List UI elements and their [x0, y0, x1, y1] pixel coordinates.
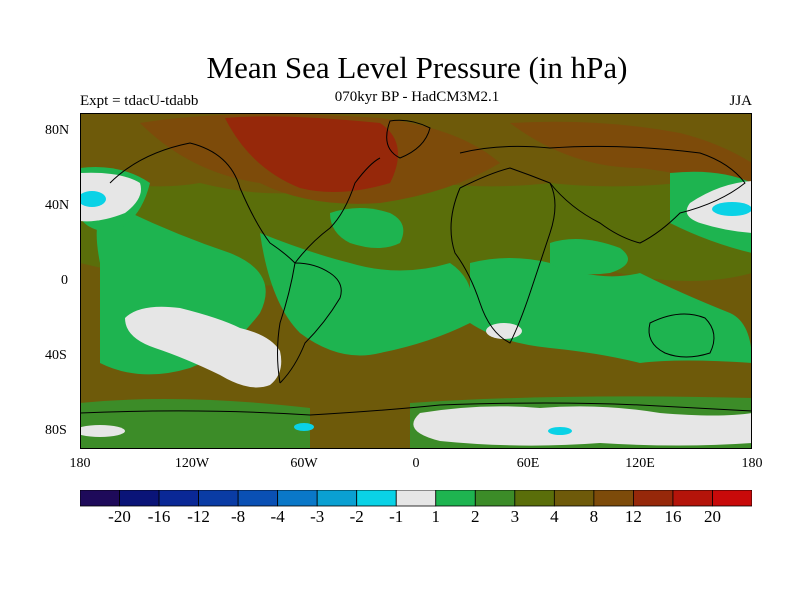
colorbar-label-15: 20 [703, 507, 721, 526]
map-border [80, 113, 752, 449]
lat-label-40s: 40S [45, 348, 67, 363]
australia-coast [648, 313, 715, 358]
north-pacific-cyan-east [712, 202, 752, 216]
colorbar-swatch-2 [158, 490, 199, 507]
colorbar-label-7: -1 [389, 507, 404, 526]
colorbar-swatch-9 [435, 490, 476, 507]
colorbar-swatch-5 [277, 490, 318, 507]
weddell-cyan-spot [294, 423, 314, 431]
colorbar-swatch-12 [553, 490, 595, 507]
colorbar-label-11: 4 [550, 507, 559, 526]
chart-title: Mean Sea Level Pressure (in hPa) [206, 50, 628, 85]
north-america-coast [109, 142, 296, 264]
colorbar-label-13: 12 [624, 507, 642, 526]
madagascar-white-spot [486, 323, 522, 339]
colorbar-label-2: -12 [187, 507, 210, 526]
lon-label-180w: 180 [69, 456, 91, 471]
eurasia-coast [459, 145, 746, 244]
colorbar-label-5: -3 [310, 507, 325, 526]
lon-label-60w: 60W [290, 456, 318, 471]
season-label: JJA [729, 93, 752, 109]
ross-white-spot [80, 425, 125, 437]
colorbar-label-12: 8 [589, 507, 599, 526]
colorbar-label-6: -2 [349, 507, 364, 526]
colorbar-label-0: -20 [108, 507, 131, 526]
greenland-high-region [225, 116, 398, 192]
lon-label-180e: 180 [741, 456, 763, 471]
colorbar-swatch-7 [356, 490, 397, 507]
lon-label-0: 0 [412, 456, 420, 471]
siberia-brown-region [510, 121, 752, 188]
lat-label-0: 0 [61, 273, 68, 288]
south-atlantic-green [260, 233, 473, 356]
colorbar-swatch-15 [672, 490, 713, 507]
north-atlantic-green [330, 208, 404, 248]
south-pacific-white-region [125, 306, 282, 388]
indian-ocean-green [470, 258, 752, 363]
colorbar-swatch-4 [237, 490, 279, 507]
colorbar-label-9: 2 [471, 507, 480, 526]
antarctica-coast [80, 402, 752, 416]
colorbar-swatch-0 [80, 490, 120, 507]
antarctic-white-region [413, 406, 752, 446]
colorbar-swatch-1 [119, 490, 160, 507]
ross-sea-green [80, 399, 310, 449]
colorbar-label-3: -8 [231, 507, 246, 526]
lat-label-80n: 80N [45, 123, 70, 138]
colorbar-swatch-10 [474, 490, 516, 507]
north-pacific-white-west [80, 172, 141, 222]
colorbar-label-4: -4 [270, 507, 285, 526]
colorbar-label-10: 3 [510, 507, 520, 526]
north-america-east-coast [294, 157, 381, 264]
colorbar-swatch-13 [593, 490, 634, 507]
colorbar-label-1: -16 [147, 507, 171, 526]
africa-coast [450, 167, 556, 344]
colorbar-swatch-14 [633, 490, 674, 507]
greenland-coast [386, 119, 431, 159]
south-america-west-coast [277, 262, 296, 384]
experiment-label: Expt = tdacU-tdabb [80, 93, 199, 109]
lat-label-80s: 80S [45, 423, 67, 438]
south-america-east-coast [279, 262, 342, 384]
arabian-sea-green [550, 239, 628, 275]
north-pacific-cyan-west [80, 191, 106, 207]
lon-label-120w: 120W [174, 456, 210, 471]
colorbar-label-8: 1 [431, 507, 441, 526]
colorbar [80, 490, 752, 507]
colorbar-label-14: 16 [664, 507, 682, 526]
coastlines [80, 119, 752, 416]
lat-label-40n: 40N [45, 198, 70, 213]
lon-label-60e: 60E [516, 456, 540, 471]
chart-subtitle: 070kyr BP - HadCM3M2.1 [334, 89, 500, 105]
lon-label-120e: 120E [625, 456, 655, 471]
colorbar-swatch-6 [316, 490, 358, 507]
colorbar-swatch-11 [514, 490, 555, 507]
colorbar-swatch-3 [198, 490, 239, 507]
antarctic-cyan-spot [548, 427, 572, 435]
colorbar-swatch-8 [395, 490, 437, 507]
pressure-map [80, 113, 752, 449]
colorbar-swatch-16 [712, 490, 752, 507]
